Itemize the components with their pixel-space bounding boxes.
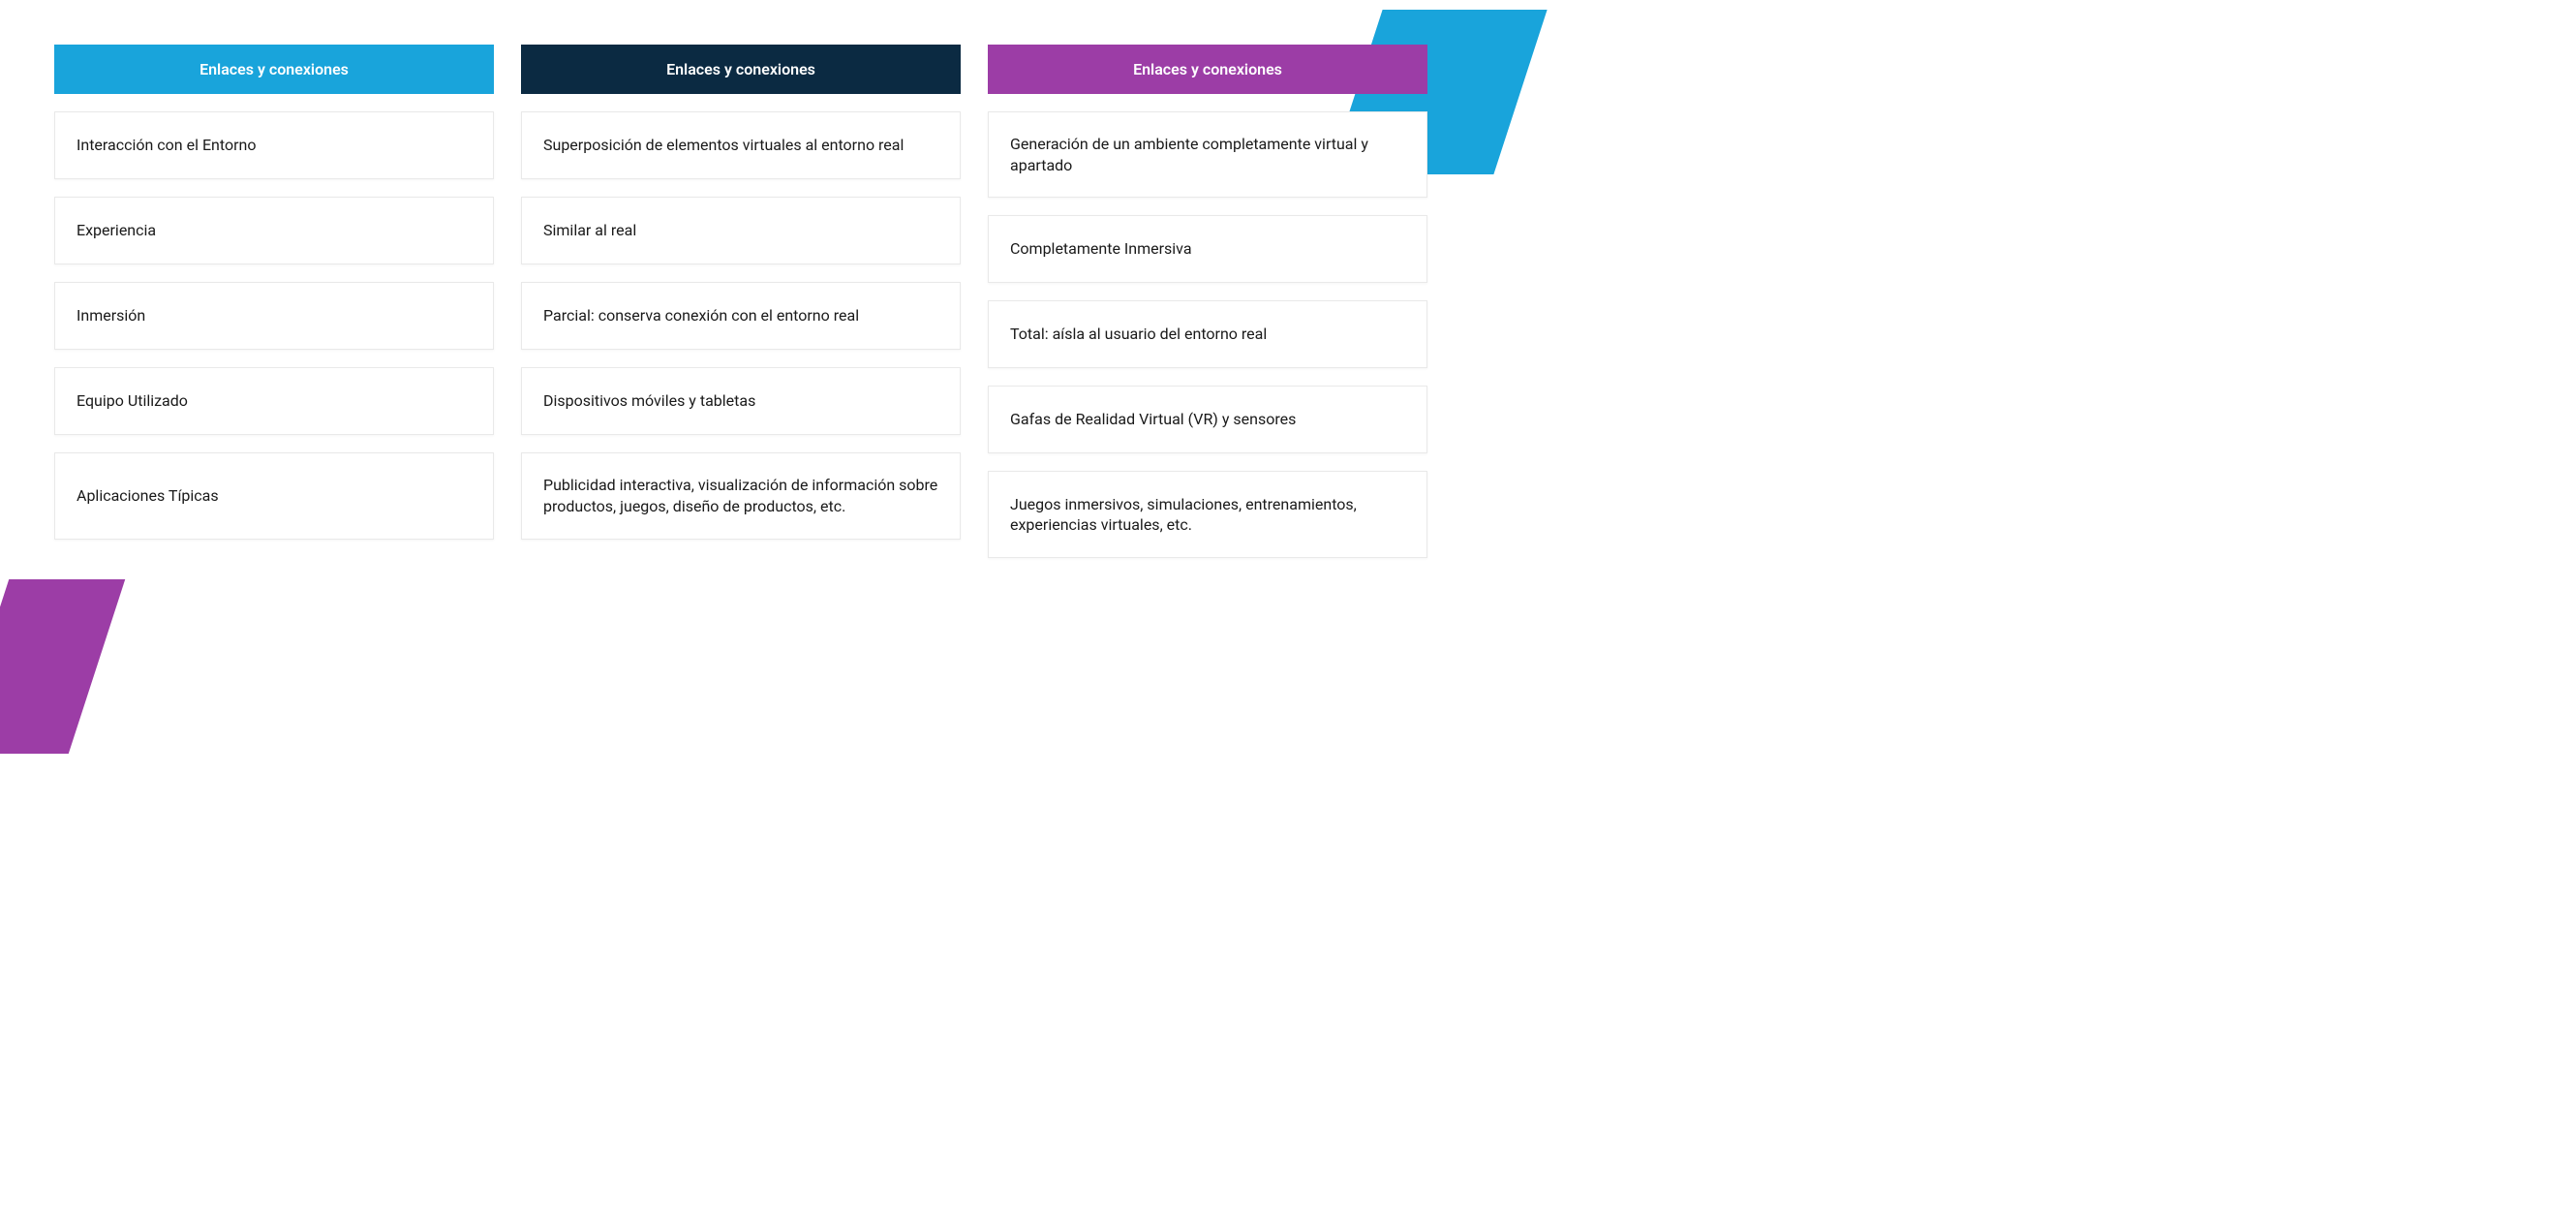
cell-text: Generación de un ambiente completamente …	[1010, 134, 1405, 175]
cell-text: Inmersión	[77, 305, 472, 326]
column-header-0: Enlaces y conexiones	[54, 45, 494, 94]
cell-text: Experiencia	[77, 220, 472, 241]
cell-text: Publicidad interactiva, visualización de…	[543, 475, 938, 516]
cell-text: Similar al real	[543, 220, 938, 241]
table-cell: Dispositivos móviles y tabletas	[521, 367, 961, 435]
table-cell: Experiencia	[54, 197, 494, 264]
table-cell: Parcial: conserva conexión con el entorn…	[521, 282, 961, 350]
column-0: Enlaces y conexiones Interacción con el …	[54, 45, 494, 558]
cell-text: Parcial: conserva conexión con el entorn…	[543, 305, 938, 326]
cell-text: Superposición de elementos virtuales al …	[543, 135, 938, 156]
table-cell: Interacción con el Entorno	[54, 111, 494, 179]
table-cell: Equipo Utilizado	[54, 367, 494, 435]
cell-text: Total: aísla al usuario del entorno real	[1010, 324, 1405, 345]
table-cell: Similar al real	[521, 197, 961, 264]
table-cell: Completamente Inmersiva	[988, 215, 1427, 283]
table-cell: Inmersión	[54, 282, 494, 350]
column-2: Enlaces y conexiones Generación de un am…	[988, 45, 1427, 558]
decoration-bottom-left	[0, 579, 125, 754]
cell-text: Gafas de Realidad Virtual (VR) y sensore…	[1010, 409, 1405, 430]
table-cell: Juegos inmersivos, simulaciones, entrena…	[988, 471, 1427, 558]
table-cell: Total: aísla al usuario del entorno real	[988, 300, 1427, 368]
column-header-1: Enlaces y conexiones	[521, 45, 961, 94]
column-1: Enlaces y conexiones Superposición de el…	[521, 45, 961, 558]
column-header-2: Enlaces y conexiones	[988, 45, 1427, 94]
table-cell: Superposición de elementos virtuales al …	[521, 111, 961, 179]
comparison-table: Enlaces y conexiones Interacción con el …	[0, 0, 1482, 558]
table-cell: Gafas de Realidad Virtual (VR) y sensore…	[988, 386, 1427, 453]
cell-text: Completamente Inmersiva	[1010, 238, 1405, 260]
cell-text: Dispositivos móviles y tabletas	[543, 390, 938, 412]
table-cell: Publicidad interactiva, visualización de…	[521, 452, 961, 540]
cell-text: Equipo Utilizado	[77, 390, 472, 412]
cell-text: Aplicaciones Típicas	[77, 485, 472, 507]
cell-text: Juegos inmersivos, simulaciones, entrena…	[1010, 494, 1405, 536]
table-cell: Generación de un ambiente completamente …	[988, 111, 1427, 198]
cell-text: Interacción con el Entorno	[77, 135, 472, 156]
table-cell: Aplicaciones Típicas	[54, 452, 494, 540]
